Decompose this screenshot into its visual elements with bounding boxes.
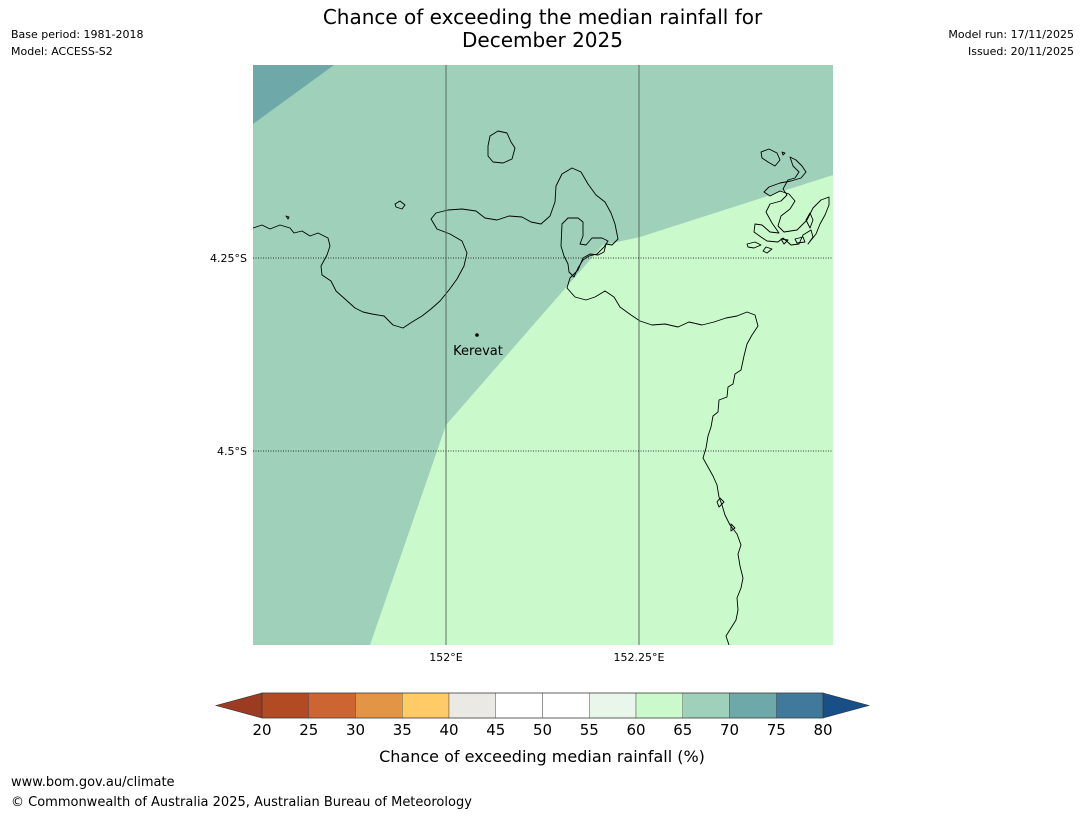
colorbar-tick-label: 80 <box>813 721 832 739</box>
region-70-75 <box>253 65 334 124</box>
run-info: Model run: 17/11/2025 Issued: 20/11/2025 <box>948 26 1074 60</box>
issued-date: Issued: 20/11/2025 <box>967 45 1074 58</box>
region-60-65 <box>370 175 833 645</box>
colorbar-under-arrow <box>214 692 263 719</box>
lon-label-152-25: 152.25°E <box>614 651 665 664</box>
colorbar-cell <box>776 692 824 719</box>
colorbar-cell <box>682 692 730 719</box>
title-line-2: December 2025 <box>462 28 623 52</box>
colorbar-tick-label: 60 <box>626 721 645 739</box>
colorbar-cell <box>402 692 450 719</box>
lon-label-152: 152°E <box>429 651 462 664</box>
place-label-kerevat: Kerevat <box>453 344 503 359</box>
colorbar-cell <box>542 692 590 719</box>
colorbar-cell <box>495 692 543 719</box>
colorbar-tick-label: 75 <box>767 721 786 739</box>
colorbar-tick-label: 70 <box>720 721 739 739</box>
website-url: www.bom.gov.au/climate <box>11 775 175 790</box>
colorbar-tick-label: 40 <box>439 721 458 739</box>
lat-label-4-5: 4.5°S <box>217 445 247 458</box>
copyright-notice: © Commonwealth of Australia 2025, Austra… <box>11 795 472 810</box>
map-title: Chance of exceeding the median rainfall … <box>230 6 855 52</box>
title-line-1: Chance of exceeding the median rainfall … <box>322 5 763 29</box>
base-period: Base period: 1981-2018 <box>11 28 144 41</box>
colorbar-tick-label: 25 <box>299 721 318 739</box>
model-name: Model: ACCESS-S2 <box>11 45 113 58</box>
colorbar-tick-label: 45 <box>486 721 505 739</box>
map-area: Kerevat <box>253 65 833 645</box>
colorbar-tick-label: 65 <box>673 721 692 739</box>
colorbar-tick-label: 20 <box>252 721 271 739</box>
coastline <box>253 130 830 645</box>
colorbar-cell <box>261 692 309 719</box>
model-run-date: Model run: 17/11/2025 <box>948 28 1074 41</box>
colorbar-tick-label: 55 <box>580 721 599 739</box>
colorbar-cell <box>355 692 403 719</box>
colorbar-cell <box>729 692 777 719</box>
colorbar-cell <box>448 692 496 719</box>
colorbar-cell <box>308 692 356 719</box>
colorbar-tick-label: 50 <box>533 721 552 739</box>
lat-label-4-25: 4.25°S <box>210 252 247 265</box>
colorbar-tick-label: 30 <box>346 721 365 739</box>
colorbar-over-arrow <box>822 692 871 719</box>
colorbar-frame <box>261 692 824 719</box>
colorbar: 20 25 30 35 40 45 50 55 60 65 70 75 80 Chance of exc… <box>214 692 871 766</box>
kerevat-marker <box>475 333 479 337</box>
colorbar-cell <box>589 692 637 719</box>
colorbar-label: Chance of exceeding median rainfall (%) <box>379 747 705 766</box>
colorbar-cell <box>635 692 683 719</box>
colorbar-tick-label: 35 <box>393 721 412 739</box>
model-info: Base period: 1981-2018 Model: ACCESS-S2 <box>11 26 143 60</box>
graticule <box>253 65 833 645</box>
